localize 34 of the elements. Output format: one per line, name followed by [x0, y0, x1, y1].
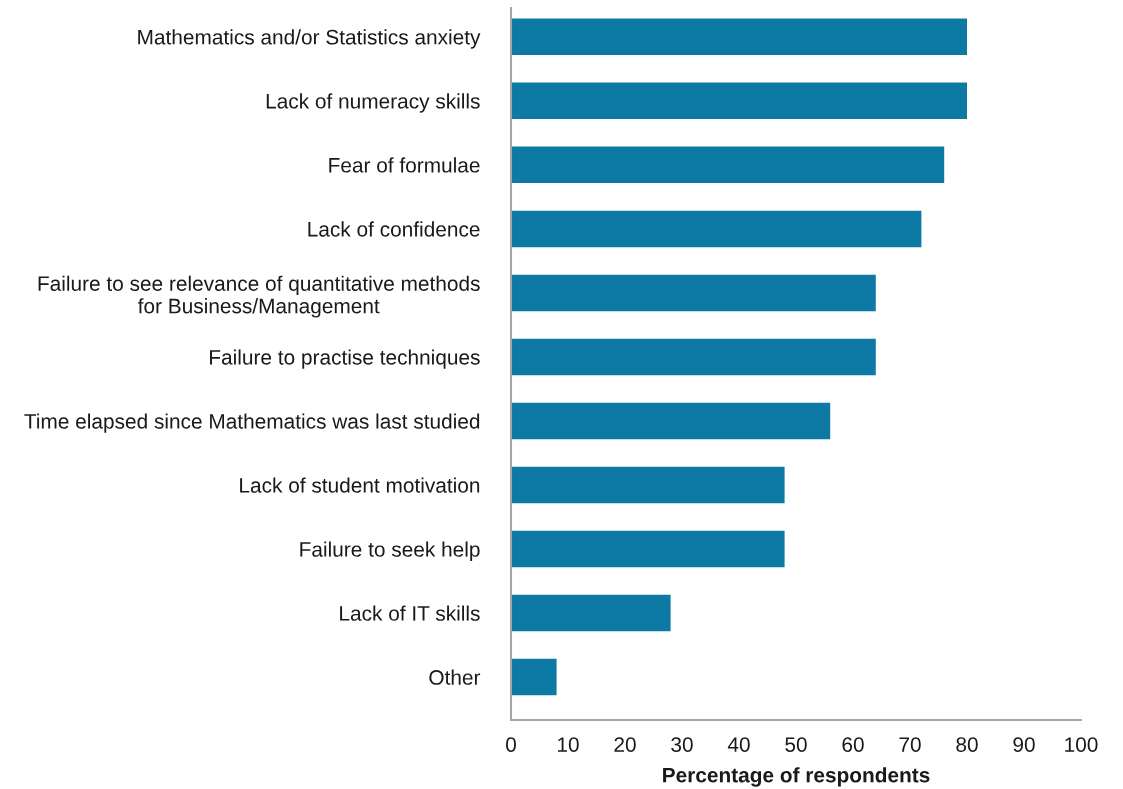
y-tick-label: Failure to practise techniques [210, 349, 480, 369]
bar [511, 210, 922, 248]
bar [511, 530, 785, 568]
y-tick-label: Lack of numeracy skills [266, 93, 480, 113]
bar [511, 338, 876, 376]
bar [511, 274, 876, 312]
x-tick-label: 30 [671, 737, 693, 752]
y-tick-label: Time elapsed since Mathematics was last studied [24, 413, 480, 433]
x-tick-label: 50 [785, 737, 807, 752]
y-tick-label: Lack of student motivation [240, 477, 480, 493]
bar [511, 658, 557, 696]
bar [511, 466, 785, 504]
bar [511, 402, 831, 440]
x-tick-label: 100 [1065, 737, 1098, 752]
y-tick-label: Mathematics and/or Statistics anxiety [138, 29, 481, 49]
y-tick-label: Lack of IT skills [340, 605, 480, 621]
y-tick-label: Failure to seek help [300, 541, 480, 561]
x-tick-label: 10 [558, 737, 579, 752]
bar [511, 18, 967, 56]
y-tick-label: Lack of confidence [308, 221, 480, 237]
x-tick-label: 40 [727, 737, 750, 752]
bar [511, 146, 945, 184]
x-tick-label: 0 [506, 737, 516, 752]
x-tick-label: 70 [899, 737, 921, 752]
y-tick-label: Other [429, 669, 481, 685]
x-tick-label: 90 [1013, 737, 1035, 752]
y-tick-label: Fear of formulae [329, 157, 480, 173]
bar [511, 82, 967, 120]
x-axis-title: Percentage of respondents [663, 767, 930, 787]
y-tick-label: Failure to see relevance of quantitative methods for Business/Management [38, 275, 480, 318]
bar [511, 594, 671, 632]
x-tick-label: 20 [614, 737, 636, 752]
x-tick-label: 60 [842, 737, 864, 752]
x-tick-label: 80 [956, 737, 978, 752]
